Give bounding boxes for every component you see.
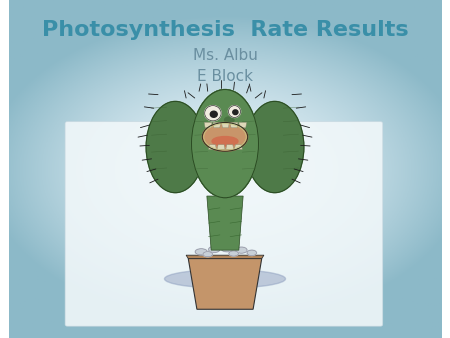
Polygon shape [239, 122, 247, 128]
Polygon shape [188, 259, 262, 309]
Polygon shape [186, 255, 264, 259]
Polygon shape [209, 145, 216, 149]
Ellipse shape [209, 246, 220, 252]
Ellipse shape [229, 105, 241, 117]
Polygon shape [207, 196, 243, 250]
Ellipse shape [236, 247, 247, 253]
Ellipse shape [229, 251, 239, 256]
Polygon shape [226, 145, 234, 149]
Ellipse shape [233, 110, 238, 115]
Ellipse shape [195, 249, 207, 255]
Polygon shape [234, 145, 242, 149]
Ellipse shape [225, 117, 234, 123]
Ellipse shape [205, 105, 221, 121]
Ellipse shape [203, 251, 212, 257]
Polygon shape [221, 122, 230, 128]
Ellipse shape [165, 270, 285, 288]
Ellipse shape [202, 123, 248, 151]
Ellipse shape [210, 111, 217, 117]
Text: Photosynthesis  Rate Results: Photosynthesis Rate Results [42, 20, 408, 41]
Polygon shape [204, 122, 212, 128]
Ellipse shape [146, 101, 204, 193]
Polygon shape [217, 145, 225, 149]
Ellipse shape [192, 90, 258, 198]
Text: E Block: E Block [197, 69, 253, 83]
Ellipse shape [192, 90, 258, 198]
Ellipse shape [246, 101, 304, 193]
Ellipse shape [247, 250, 256, 256]
Polygon shape [213, 122, 220, 128]
Text: Ms. Albu: Ms. Albu [193, 48, 257, 63]
Polygon shape [230, 122, 238, 128]
FancyBboxPatch shape [65, 122, 383, 326]
Ellipse shape [221, 246, 233, 252]
Ellipse shape [212, 137, 238, 146]
